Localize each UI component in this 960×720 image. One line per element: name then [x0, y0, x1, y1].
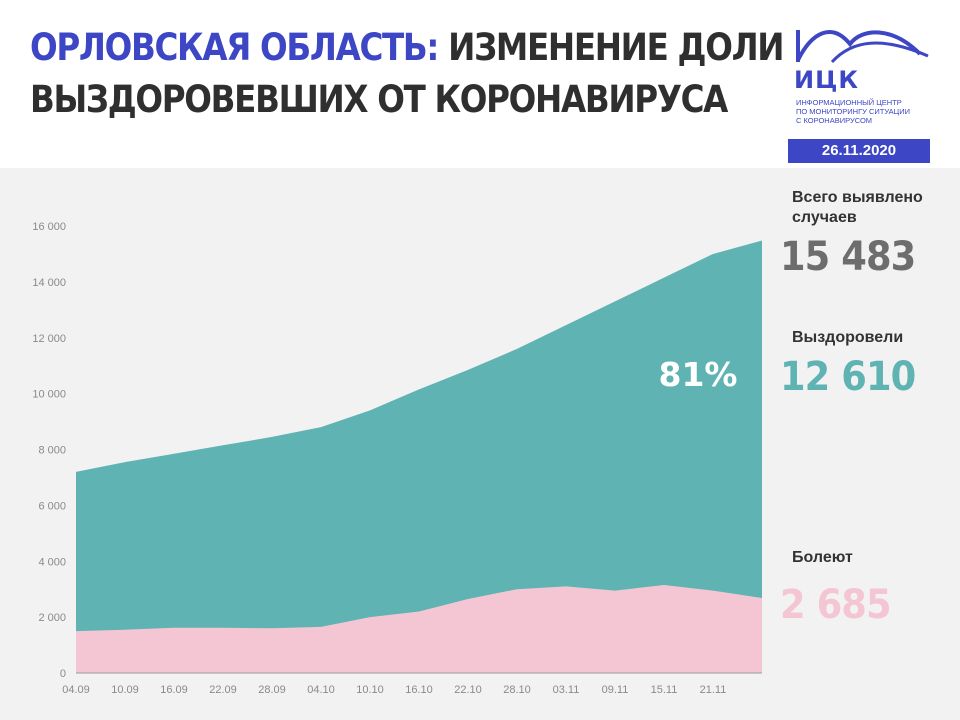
y-tick-label: 12 000 — [32, 333, 66, 345]
recovered-value: 12 610 — [780, 354, 916, 400]
y-tick-label: 2 000 — [38, 612, 66, 624]
recovered-label: Выздоровели — [792, 329, 904, 346]
y-tick-label: 10 000 — [32, 389, 66, 401]
title-line-1: ОРЛОВСКАЯ ОБЛАСТЬ: ИЗМЕНЕНИЕ ДОЛИ — [30, 22, 785, 74]
x-tick-label: 03.11 — [553, 684, 580, 696]
bridge-logo-icon — [796, 30, 929, 64]
x-tick-label: 16.09 — [160, 684, 188, 696]
area-chart: 0 2 000 4 000 6 000 8 000 10 000 12 000 14 000 1… — [32, 221, 762, 696]
sick-value: 2 685 — [780, 582, 892, 628]
y-tick-label: 4 000 — [38, 556, 66, 568]
x-tick-label: 16.10 — [405, 684, 433, 696]
sick-area — [76, 584, 762, 673]
x-tick-label: 21.11 — [700, 684, 727, 696]
x-tick-label: 10.09 — [111, 684, 139, 696]
x-tick-label: 28.10 — [503, 684, 531, 696]
x-tick-label: 09.11 — [602, 684, 629, 696]
x-tick-label: 10.10 — [356, 684, 384, 696]
total-value: 15 483 — [780, 234, 916, 280]
chart-panel: 0 2 000 4 000 6 000 8 000 10 000 12 000 14 000 1… — [0, 168, 960, 720]
x-tick-label: 04.10 — [307, 684, 335, 696]
logo-subtitle: информационный центр по мониторингу ситу… — [796, 98, 946, 125]
date-badge: 26.11.2020 — [788, 139, 930, 163]
x-tick-label: 28.09 — [258, 684, 286, 696]
sick-label: Болеют — [792, 549, 853, 566]
title-region: ОРЛОВСКАЯ ОБЛАСТЬ: — [30, 26, 439, 69]
recovered-area — [76, 240, 762, 673]
x-tick-label: 22.09 — [209, 684, 237, 696]
header: ОРЛОВСКАЯ ОБЛАСТЬ: ИЗМЕНЕНИЕ ДОЛИ ВЫЗДОР… — [0, 0, 960, 168]
recovered-share-label: 81% — [659, 355, 738, 394]
title-line-2: ВЫЗДОРОВЕВШИХ ОТ КОРОНАВИРУСА — [30, 78, 728, 121]
logo-subtitle-line: информационный центр — [796, 98, 902, 107]
x-tick-label: 15.11 — [651, 684, 678, 696]
y-tick-label: 6 000 — [38, 500, 66, 512]
page-title: ОРЛОВСКАЯ ОБЛАСТЬ: ИЗМЕНЕНИЕ ДОЛИ ВЫЗДОР… — [30, 22, 785, 126]
x-tick-label: 04.09 — [62, 684, 90, 696]
title-line-1-rest: ИЗМЕНЕНИЕ ДОЛИ — [438, 26, 784, 69]
logo-subtitle-line: по мониторингу ситуации — [796, 107, 910, 116]
y-tick-label: 8 000 — [38, 445, 66, 457]
logo-subtitle-line: с коронавирусом — [796, 116, 873, 125]
y-tick-label: 0 — [60, 668, 66, 680]
x-tick-label: 22.10 — [454, 684, 482, 696]
logo-name: ИЦК — [794, 66, 859, 94]
total-label: Всего выявлено случаев — [792, 189, 923, 226]
y-tick-label: 14 000 — [32, 277, 66, 289]
y-tick-label: 16 000 — [32, 221, 66, 233]
